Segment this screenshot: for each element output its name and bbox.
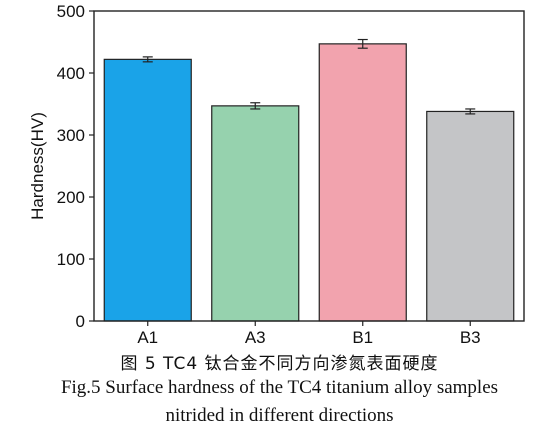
y-axis-label: Hardness(HV) [28,112,47,220]
y-tick-label-200: 200 [57,188,85,207]
figure-caption-english-line1: Fig.5 Surface hardness of the TC4 titani… [60,377,499,398]
y-tick-label-400: 400 [57,64,85,83]
figure-caption-chinese: 图 5 TC4 钛合金不同方向渗氮表面硬度 [120,354,439,374]
x-tick-label-B1: B1 [352,328,373,345]
bar-A3 [211,105,300,322]
figure-caption-english-line2: nitrided in different directions [165,405,394,426]
bar-B3 [426,110,515,322]
x-tick-label-B3: B3 [460,328,481,345]
bar-A1 [103,58,192,322]
y-tick-label-300: 300 [57,126,85,145]
bar-B1 [318,43,407,322]
plot-frame [93,10,525,322]
y-tick-label-500: 500 [57,2,85,21]
y-tick-label-0: 0 [76,312,85,331]
x-tick-label-A3: A3 [245,328,266,345]
x-tick-label-A1: A1 [137,328,158,345]
bar-chart: A1 A3 B1 B3 0 100 200 300 400 500 Hardness(HV) [28,2,525,345]
y-tick-label-100: 100 [57,250,85,269]
